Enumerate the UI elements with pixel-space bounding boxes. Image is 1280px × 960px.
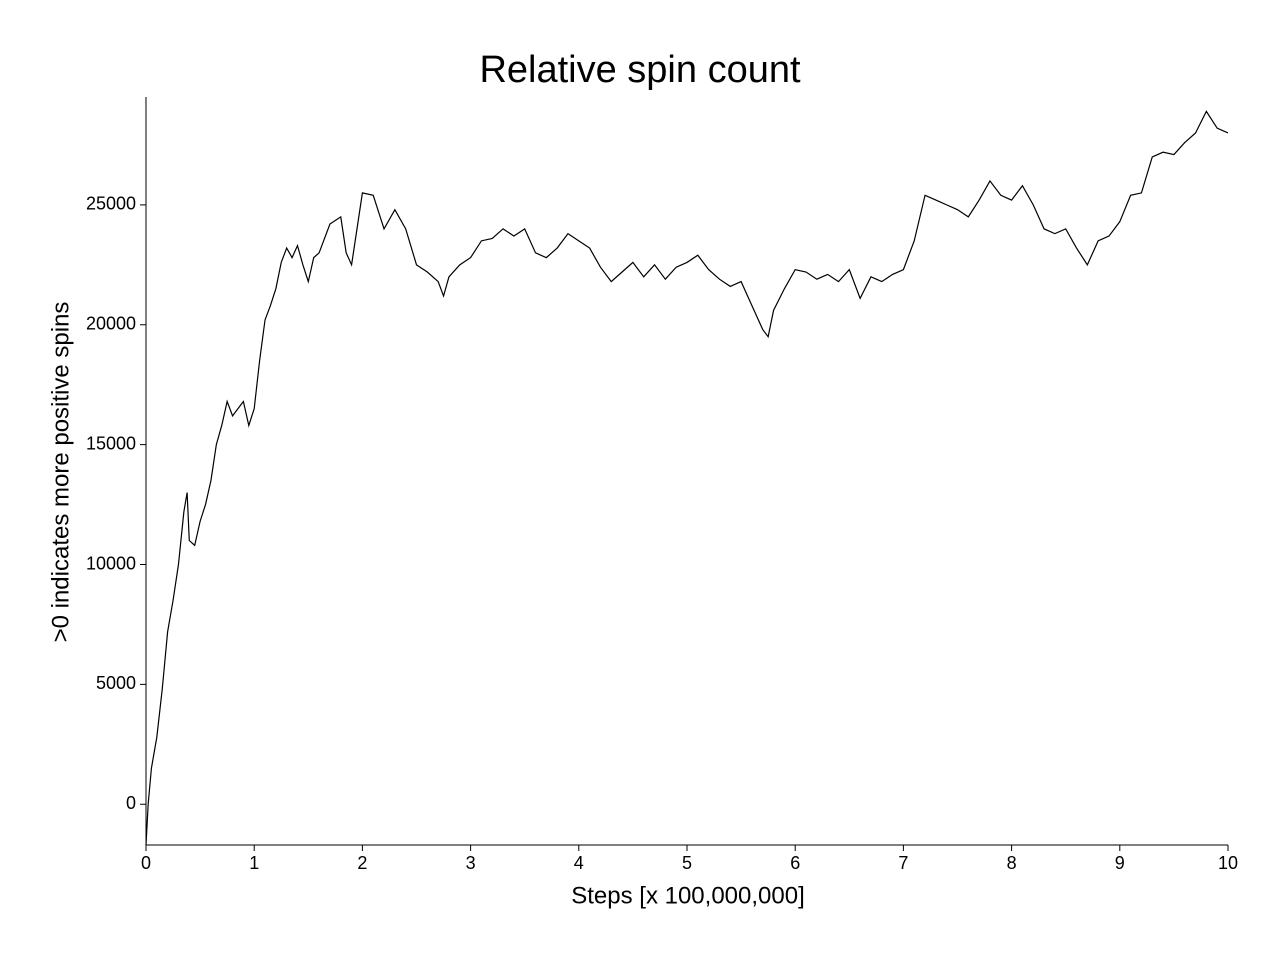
x-tick-label: 9 — [1115, 853, 1125, 873]
x-tick-label: 6 — [790, 853, 800, 873]
y-tick-label: 5000 — [96, 673, 136, 693]
x-tick-label: 2 — [357, 853, 367, 873]
x-axis-label: Steps [x 100,000,000] — [571, 882, 805, 909]
x-tick-label: 10 — [1218, 853, 1238, 873]
y-axis-label: >0 indicates more positive spins — [47, 302, 74, 643]
y-tick-label: 15000 — [86, 433, 136, 453]
x-tick-label: 7 — [898, 853, 908, 873]
x-tick-label: 8 — [1007, 853, 1017, 873]
x-tick-label: 4 — [574, 853, 584, 873]
y-tick-label: 10000 — [86, 553, 136, 573]
y-tick-label: 0 — [126, 793, 136, 813]
x-tick-label: 5 — [682, 853, 692, 873]
y-tick-label: 20000 — [86, 314, 136, 334]
y-tick-label: 25000 — [86, 194, 136, 214]
chart-title: Relative spin count — [479, 49, 801, 91]
x-tick-label: 1 — [249, 853, 259, 873]
data-line — [145, 110, 1229, 846]
x-tick-label: 0 — [141, 853, 151, 873]
x-tick-label: 3 — [466, 853, 476, 873]
